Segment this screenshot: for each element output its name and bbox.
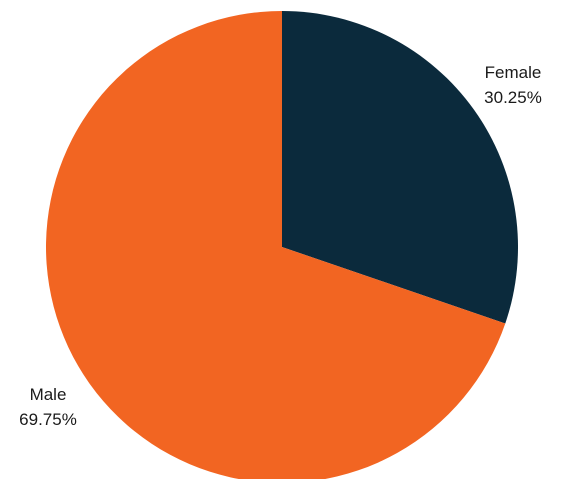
pie-slice-male [46, 11, 506, 483]
slice-label-male: Male [30, 385, 67, 404]
pie-labels: Female 30.25% Male 69.75% [19, 63, 542, 429]
slice-value-female: 30.25% [484, 88, 542, 107]
pie-slice-female [282, 11, 518, 324]
pie-slices [46, 11, 518, 483]
slice-value-male: 69.75% [19, 410, 77, 429]
slice-label-female: Female [485, 63, 542, 82]
